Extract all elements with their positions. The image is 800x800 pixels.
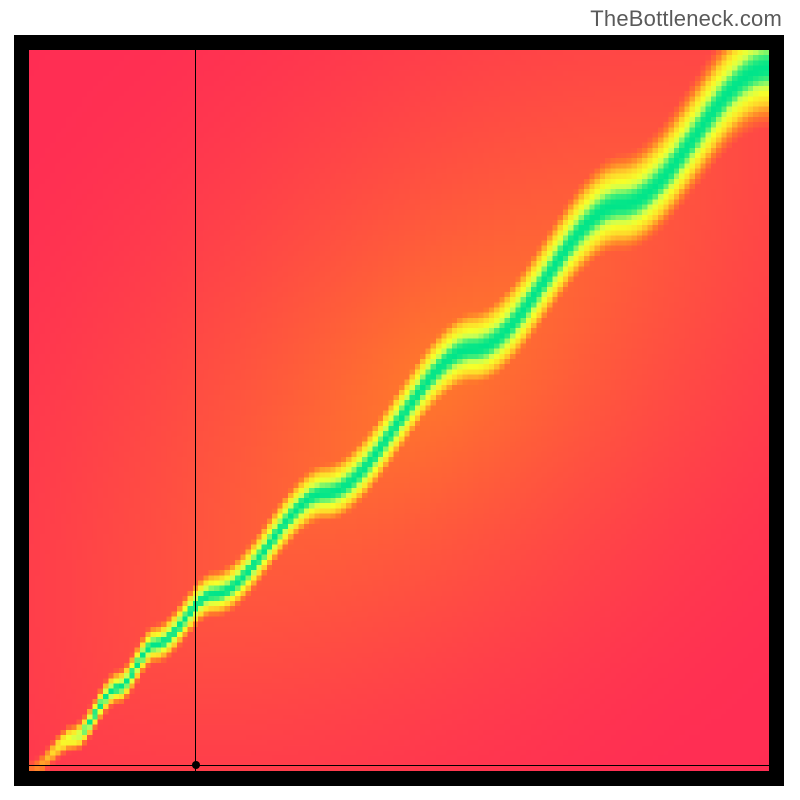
bottleneck-heatmap (29, 50, 769, 771)
crosshair-marker (192, 761, 200, 769)
watermark-text: TheBottleneck.com (590, 6, 782, 32)
crosshair-vertical-line (195, 50, 196, 771)
crosshair-horizontal-line (29, 765, 769, 766)
